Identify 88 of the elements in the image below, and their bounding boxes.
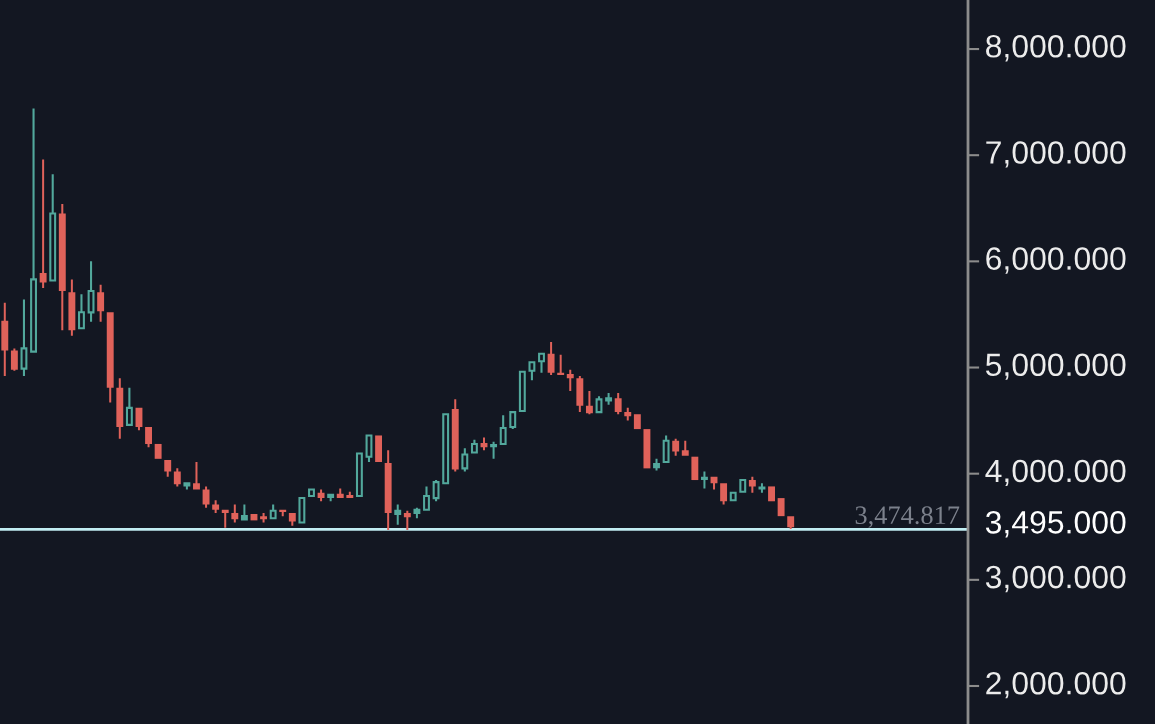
candlestick: [154, 443, 162, 459]
candlestick: [10, 348, 18, 371]
candlestick: [221, 509, 229, 528]
candlestick: [633, 414, 641, 430]
candlestick: [78, 293, 85, 330]
candlestick: [269, 503, 277, 520]
y-tick-label: 3,495.000: [985, 511, 1126, 538]
candlestick: [308, 488, 315, 498]
candlestick: [260, 512, 268, 523]
candlestick: [164, 459, 172, 477]
candlestick: [720, 483, 728, 505]
candlestick: [394, 504, 402, 525]
candlestick: [202, 486, 210, 508]
candlestick: [739, 478, 747, 493]
candlestick: [327, 493, 335, 502]
candlestick: [557, 354, 565, 375]
candlestick: [97, 284, 105, 322]
candlestick: [662, 434, 670, 464]
candlestick: [298, 497, 306, 524]
candlestick: [432, 481, 440, 503]
candlestick: [49, 173, 57, 282]
candlestick: [653, 458, 660, 471]
candlestick: [87, 260, 95, 323]
candlestick: [68, 279, 76, 336]
candlestick: [58, 204, 66, 331]
candlestick: [288, 512, 296, 526]
candlestick: [1, 302, 9, 377]
candlestick: [346, 491, 354, 499]
candlestick: [470, 438, 478, 454]
candlestick: [787, 516, 795, 529]
candlestick: [279, 509, 287, 517]
candlestick: [317, 489, 325, 502]
candlestick: [681, 440, 689, 456]
candlestick: [490, 441, 498, 459]
candlestick: [183, 482, 191, 490]
candlestick: [30, 107, 37, 353]
candlestick: [451, 399, 459, 472]
candlestick: [624, 407, 632, 421]
candlestick: [518, 370, 526, 413]
candlestick: [777, 498, 785, 517]
y-tick-label: 7,000.000: [986, 141, 1126, 168]
candlestick: [240, 504, 248, 521]
candlestick: [423, 485, 430, 511]
candlestick: [336, 488, 344, 499]
candlestick: [384, 450, 392, 530]
candlestick: [700, 471, 708, 489]
candlestick: [585, 390, 593, 415]
candlestick: [125, 386, 133, 426]
candlestick: [461, 447, 469, 473]
candlestick: [365, 434, 373, 464]
candlestick: [231, 504, 239, 523]
candlestick: [116, 378, 124, 439]
candlestick: [39, 159, 47, 288]
y-tick-label: 5,000.000: [985, 353, 1126, 380]
y-tick-label: 3,000.000: [985, 565, 1126, 593]
candlestick: [20, 298, 28, 378]
candlestick: [355, 452, 363, 498]
candlestick: [672, 438, 680, 456]
candlestick: [729, 491, 737, 502]
candlestick: [413, 507, 421, 519]
candlestick: [509, 411, 517, 429]
y-tick-label: 8,000.000: [986, 35, 1126, 62]
candlestick: [691, 456, 699, 481]
candlestick: [106, 312, 114, 403]
candlestick: [193, 462, 200, 490]
candlestick: [768, 486, 775, 502]
y-tick-label: 2,000.000: [986, 671, 1126, 699]
candlestick: [403, 510, 411, 530]
candlestick: [212, 500, 220, 513]
candlestick: [643, 429, 651, 469]
candlestick: [547, 342, 555, 375]
y-tick-label: 6,000.000: [986, 247, 1126, 274]
ref-line-label: 3,474.817: [855, 506, 960, 528]
candlestick: [576, 376, 584, 413]
candlestick: [145, 426, 152, 448]
candlestick: [538, 352, 545, 374]
candlestick: [528, 361, 536, 382]
candlestick: [748, 476, 756, 493]
candlestick: [375, 435, 383, 462]
candlestick: [442, 413, 450, 485]
candlestick: [173, 468, 181, 487]
candlestick: [758, 483, 766, 493]
y-tick-label: 4,000.000: [985, 459, 1126, 487]
candlestick: [614, 393, 622, 415]
candlestick: [499, 414, 507, 446]
candlestick: [566, 369, 574, 391]
candlestick: [605, 393, 613, 405]
candlestick: [595, 395, 603, 414]
